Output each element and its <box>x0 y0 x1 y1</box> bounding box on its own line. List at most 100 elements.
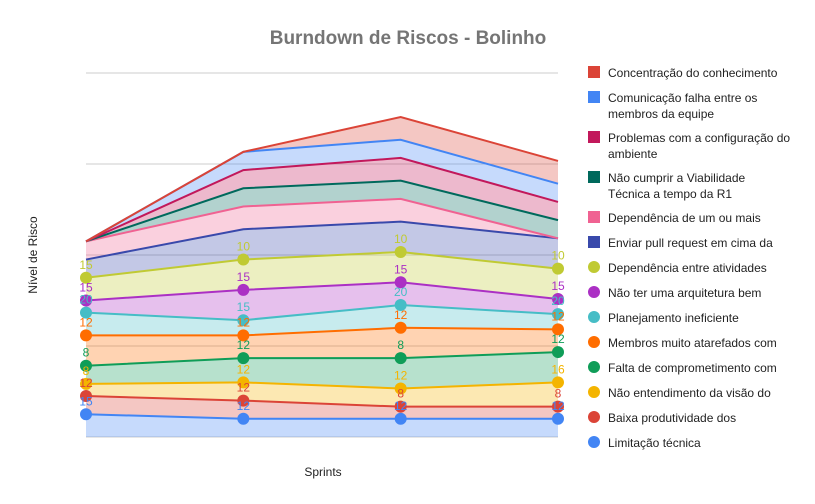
series-7-point <box>394 276 407 289</box>
series-14-line <box>85 115 559 243</box>
legend-item-7-label: Não ter uma arquitetura bem <box>608 286 761 300</box>
series-12-line <box>85 156 559 243</box>
legend-item-1-label: Limitação técnica <box>608 436 701 450</box>
series-7-line <box>85 281 559 302</box>
series-11-line <box>85 179 559 243</box>
legend-item-6-label: Planejamento ineficiente <box>608 311 739 325</box>
series-3-data-label: 12 <box>394 368 408 382</box>
legend-item-8-marker <box>588 261 600 273</box>
legend-item-10-marker <box>588 211 600 223</box>
series-4-point <box>237 352 250 365</box>
series-8-data-label: 15 <box>79 258 93 272</box>
series-12-area <box>86 157 558 242</box>
series-7-point <box>80 294 92 307</box>
series-11-area <box>86 180 558 242</box>
legend-item-12: Problemas com a configuração do ambiente <box>588 131 790 161</box>
legend-item-10-label: Dependência de um ou mais <box>608 211 761 225</box>
series-6-data-label: 15 <box>237 300 251 314</box>
series-10-line <box>85 197 559 243</box>
legend-item-13-label: Comunicação falha entre os membros da equ… <box>608 91 757 121</box>
series-4-line <box>85 351 559 367</box>
series-5-point <box>394 321 407 334</box>
series-8-point <box>394 245 407 258</box>
series-lines <box>85 115 559 420</box>
series-2-point <box>394 400 407 413</box>
series-2-data-label: 8 <box>397 387 404 401</box>
series-2-area <box>86 396 558 419</box>
series-6-data-label: 20 <box>79 293 93 307</box>
series-5-point <box>552 323 564 336</box>
series-7-data-label: 15 <box>237 270 251 284</box>
legend: Concentração do conhecimento Comunicação … <box>588 66 790 450</box>
series-7-area <box>86 282 558 321</box>
series-5-point <box>80 329 92 342</box>
series-5-data-label: 12 <box>79 315 93 329</box>
legend-item-5-label: Membros muito atarefados com <box>608 336 777 350</box>
legend-item-2-marker <box>588 411 600 423</box>
legend-item-1-marker <box>588 436 600 448</box>
series-2-point <box>80 390 92 403</box>
series-2-data-label: 12 <box>237 381 251 395</box>
series-2-point <box>552 400 564 413</box>
legend-item-4-label: Falta de comprometimento com <box>608 361 777 375</box>
series-4-point <box>394 352 407 365</box>
series-1-point <box>237 412 250 425</box>
series-10-area <box>86 198 558 260</box>
series-1-line <box>85 413 558 420</box>
series-1-data-label: 12 <box>237 399 251 413</box>
series-4-data-label: 8 <box>397 338 404 352</box>
series-4-data-label: 12 <box>551 332 565 346</box>
legend-item-12-label: Problemas com a configuração do ambiente <box>608 131 790 161</box>
series-5-point <box>237 329 250 342</box>
series-1-data-label: 15 <box>79 394 93 408</box>
legend-item-11: Não cumprir a Viabilidade Técnica a tempo… <box>588 171 746 201</box>
legend-item-3-marker <box>588 386 600 398</box>
y-axis-label: Nível de Risco <box>26 216 40 294</box>
series-1-data-label: 12 <box>551 399 565 413</box>
series-6-data-label: 20 <box>551 294 565 308</box>
series-6-data-label: 20 <box>394 285 408 299</box>
series-3-line <box>85 381 559 390</box>
series-4-area <box>86 352 558 389</box>
series-7-data-label: 15 <box>551 279 565 293</box>
legend-item-3-label: Não entendimento da visão do <box>608 386 771 400</box>
legend-item-11-marker <box>588 171 600 183</box>
series-6-line <box>85 304 559 322</box>
series-5-data-label: 12 <box>551 309 565 323</box>
series-3-point <box>552 376 564 389</box>
legend-item-9-marker <box>588 236 600 248</box>
series-2-point <box>237 394 250 407</box>
series-4-data-label: 12 <box>237 338 251 352</box>
series-8-data-label: 10 <box>237 240 251 254</box>
series-6-point <box>552 308 564 321</box>
series-6-point <box>80 306 92 319</box>
legend-item-14-marker <box>588 66 600 78</box>
series-8-point <box>237 253 250 266</box>
legend-item-2-label: Baixa produtividade dos <box>608 411 736 425</box>
x-axis-label: Sprints <box>304 465 341 479</box>
legend-item-5: Membros muito atarefados com <box>588 336 777 350</box>
legend-item-13: Comunicação falha entre os membros da equ… <box>588 91 757 121</box>
series-3-data-label: 8 <box>83 364 90 378</box>
legend-item-6: Planejamento ineficiente <box>588 311 739 325</box>
series-5-line <box>86 326 559 337</box>
legend-item-4: Falta de comprometimento com <box>588 361 777 375</box>
series-3-data-label: 12 <box>237 362 251 376</box>
legend-item-7-marker <box>588 286 600 298</box>
series-2-line <box>85 395 558 408</box>
series-4-point <box>80 359 92 372</box>
series-5-data-label: 12 <box>237 315 251 329</box>
series-3-point <box>80 377 92 390</box>
legend-item-1: Limitação técnica <box>588 436 701 450</box>
legend-item-9: Enviar pull request em cima da <box>588 236 773 250</box>
series-14-area <box>86 116 558 242</box>
series-1-point <box>394 412 407 425</box>
series-2-data-label: 12 <box>79 376 93 390</box>
series-8-data-label: 10 <box>394 232 408 246</box>
series-13-area <box>86 139 558 242</box>
series-8-point <box>80 271 92 284</box>
legend-item-11-label: Não cumprir a Viabilidade Técnica a tempo… <box>608 171 746 201</box>
series-8-line <box>85 250 559 279</box>
